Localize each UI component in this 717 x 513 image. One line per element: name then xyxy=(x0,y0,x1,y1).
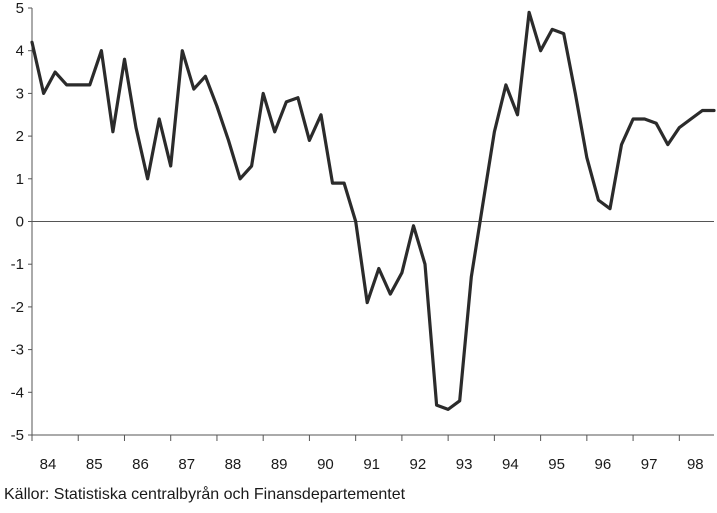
data-point xyxy=(215,105,219,108)
data-point xyxy=(574,92,577,95)
chart-axes xyxy=(31,8,714,436)
data-point xyxy=(88,83,92,87)
data-point xyxy=(366,301,369,304)
data-point xyxy=(250,164,253,168)
data-point xyxy=(666,143,669,146)
data-point xyxy=(597,198,600,202)
y-tick-label: 2 xyxy=(16,128,24,145)
data-point xyxy=(181,49,184,52)
x-tick-label: 97 xyxy=(641,456,658,473)
chart-series xyxy=(30,10,716,411)
data-point xyxy=(389,292,392,296)
data-point xyxy=(631,117,635,121)
x-tick-label: 84 xyxy=(40,456,57,473)
data-point xyxy=(689,117,693,121)
data-point xyxy=(285,100,288,104)
y-tick-label: 4 xyxy=(16,43,24,60)
y-tick-label: 1 xyxy=(16,171,24,188)
data-point xyxy=(169,164,172,168)
data-point xyxy=(423,263,427,266)
y-tick-label: 0 xyxy=(16,214,24,231)
x-tick-label: 85 xyxy=(86,456,103,473)
data-point xyxy=(111,130,115,133)
series-line xyxy=(30,10,716,411)
data-point xyxy=(562,32,565,35)
data-point xyxy=(435,403,438,407)
data-point xyxy=(238,177,242,180)
data-point xyxy=(273,130,276,133)
data-point xyxy=(192,87,195,91)
data-point xyxy=(227,139,230,142)
data-point xyxy=(158,117,161,121)
data-point xyxy=(100,49,103,52)
y-tick-label: 3 xyxy=(16,85,24,102)
data-point xyxy=(493,130,496,133)
y-tick-label: -4 xyxy=(11,384,24,401)
data-point xyxy=(701,109,704,112)
x-tick-label: 95 xyxy=(548,456,565,473)
data-point xyxy=(516,113,519,117)
data-point xyxy=(446,408,450,411)
data-point xyxy=(400,271,404,274)
data-point xyxy=(42,92,45,95)
data-point xyxy=(678,126,681,129)
data-point xyxy=(643,117,646,121)
data-point xyxy=(308,139,311,142)
data-point xyxy=(551,28,554,31)
y-tick-label: -5 xyxy=(11,427,24,444)
data-point xyxy=(527,11,531,14)
data-point xyxy=(134,126,138,129)
source-note: Källor: Statistiska centralbyrån och Fin… xyxy=(4,486,406,503)
data-point xyxy=(204,75,207,78)
data-point xyxy=(331,181,334,185)
chart-ticks: 5 4 3 2 1 0 -1 -2 -3 -4 -5 84 85 86 87 88 89 90 91 92 93 94 95… xyxy=(11,0,704,473)
data-point xyxy=(504,83,508,87)
data-point xyxy=(655,122,658,125)
data-point xyxy=(65,83,68,87)
y-tick-label: -1 xyxy=(11,256,24,273)
data-point xyxy=(123,58,126,61)
data-point xyxy=(620,143,623,146)
x-tick-label: 88 xyxy=(225,456,242,473)
x-tick-label: 91 xyxy=(363,456,380,473)
data-point xyxy=(354,220,357,223)
data-point xyxy=(319,113,323,117)
data-point xyxy=(458,399,461,402)
data-point xyxy=(30,41,34,44)
x-tick-label: 92 xyxy=(410,456,427,473)
data-point xyxy=(712,109,716,112)
x-tick-label: 93 xyxy=(456,456,473,473)
data-point xyxy=(539,49,542,52)
x-tick-label: 90 xyxy=(317,456,334,473)
data-point xyxy=(77,83,80,87)
data-point xyxy=(608,207,612,210)
data-point xyxy=(262,92,265,95)
x-tick-label: 87 xyxy=(178,456,195,473)
data-point xyxy=(146,177,149,180)
data-point xyxy=(412,224,415,227)
x-tick-label: 86 xyxy=(132,456,149,473)
x-tick-label: 94 xyxy=(502,456,519,473)
y-tick-label: -2 xyxy=(11,299,24,316)
data-point xyxy=(585,156,588,159)
y-tick-label: -3 xyxy=(11,342,24,359)
data-point xyxy=(470,275,473,279)
data-point xyxy=(53,70,57,74)
data-point xyxy=(481,203,484,206)
data-point xyxy=(342,181,346,185)
y-tick-label: 5 xyxy=(16,0,24,17)
x-tick-label: 98 xyxy=(687,456,704,473)
data-point xyxy=(296,96,300,99)
x-tick-label: 89 xyxy=(271,456,288,473)
x-tick-label: 96 xyxy=(595,456,612,473)
data-point xyxy=(377,267,380,270)
